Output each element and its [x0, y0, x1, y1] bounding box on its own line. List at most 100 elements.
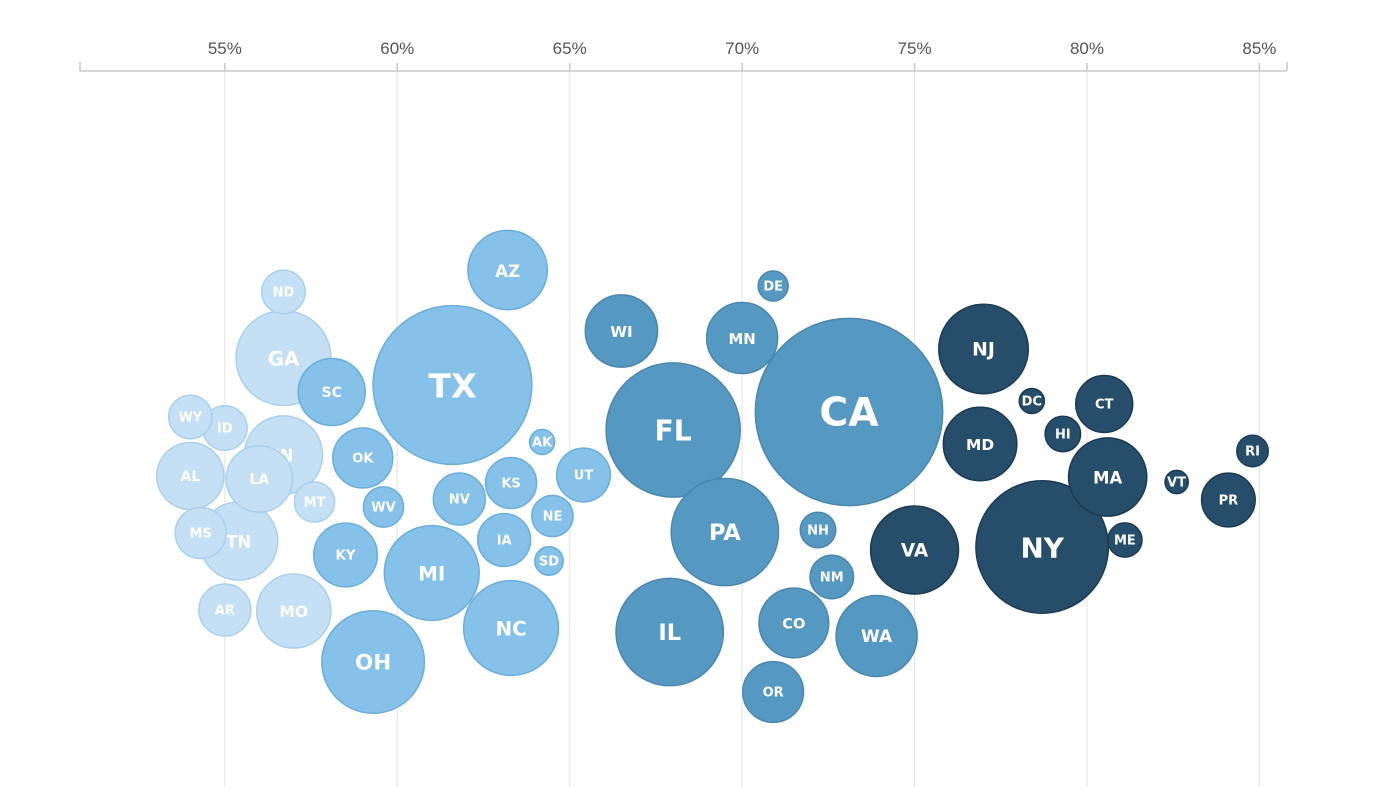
bubble-mn[interactable]: MN	[705, 301, 779, 375]
bubble-ny[interactable]: NY	[975, 480, 1110, 614]
bubble-label-mi: MI	[418, 563, 445, 586]
bubble-ct[interactable]: CT	[1075, 374, 1134, 434]
bubble-label-ca: CA	[819, 391, 879, 436]
bubble-md[interactable]: MD	[942, 406, 1018, 482]
bubble-circle-ak	[528, 428, 556, 456]
bubble-nd[interactable]: ND	[260, 269, 306, 315]
x-tick-label-85: 85%	[1242, 39, 1276, 58]
bubble-label-nj: NJ	[972, 340, 995, 361]
bubble-label-il: IL	[658, 620, 681, 646]
bubble-pr[interactable]: PR	[1200, 472, 1256, 528]
bubble-circle-fl	[605, 362, 741, 498]
bubble-ia[interactable]: IA	[477, 512, 532, 568]
bubble-ms[interactable]: MS	[174, 506, 227, 560]
bubble-circle-la	[225, 445, 294, 513]
bubble-mo[interactable]: MO	[256, 573, 332, 649]
bubble-label-pr: PR	[1219, 494, 1239, 509]
bubble-dc[interactable]: DC	[1018, 387, 1046, 415]
bubble-me[interactable]: ME	[1107, 522, 1143, 558]
bubble-circle-nc	[462, 579, 560, 677]
bubble-wa[interactable]: WA	[835, 594, 918, 678]
bubble-al[interactable]: AL	[156, 441, 225, 511]
bubble-il[interactable]: IL	[615, 577, 725, 687]
bubble-label-az: AZ	[495, 261, 520, 281]
bubble-fl[interactable]: FL	[605, 362, 741, 498]
bubble-ri[interactable]: RI	[1236, 434, 1269, 468]
bubble-label-wy: WY	[178, 411, 202, 426]
bubble-label-ky: KY	[336, 549, 356, 564]
bubble-vt[interactable]: VT	[1164, 469, 1190, 495]
bubble-mi[interactable]: MI	[383, 524, 480, 622]
bubble-circle-vt	[1164, 469, 1190, 495]
bubble-label-ne: NE	[543, 510, 563, 525]
bubble-pa[interactable]: PA	[670, 477, 780, 587]
bubble-ma[interactable]: MA	[1067, 437, 1148, 517]
bubble-wv[interactable]: WV	[362, 486, 405, 528]
bubble-ar[interactable]: AR	[198, 583, 252, 637]
bubble-ca[interactable]: CA	[754, 317, 944, 507]
bubble-circle-mi	[383, 524, 480, 622]
bubble-label-ga: GA	[268, 348, 300, 371]
bubble-nj[interactable]: NJ	[938, 303, 1030, 395]
bubble-ky[interactable]: KY	[312, 522, 379, 588]
bubble-va[interactable]: VA	[869, 505, 960, 595]
bubble-label-ok: OK	[352, 452, 374, 467]
bubble-circle-az	[467, 229, 549, 311]
bubble-label-tx: TX	[428, 367, 476, 406]
x-tick-labels: 55% 60% 65% 70% 75% 80% 85%	[208, 39, 1277, 58]
bubble-circle-pa	[670, 477, 780, 587]
bubble-label-ks: KS	[501, 477, 520, 492]
bubble-tx[interactable]: TX	[372, 304, 533, 466]
bubble-nh[interactable]: NH	[799, 511, 837, 549]
bubble-az[interactable]: AZ	[467, 229, 549, 311]
bubble-ut[interactable]: UT	[555, 447, 612, 503]
bubble-label-ms: MS	[190, 527, 212, 542]
bubble-circle-nv	[432, 472, 487, 526]
bubble-nm[interactable]: NM	[809, 554, 855, 600]
bubble-circle-oh	[321, 609, 426, 715]
x-tick-label-65: 65%	[553, 39, 587, 58]
bubble-label-mt: MT	[304, 496, 326, 511]
bubble-circle-ri	[1236, 434, 1269, 468]
bubble-sc[interactable]: SC	[297, 357, 367, 427]
bubble-circle-wv	[362, 486, 405, 528]
bubble-circle-wy	[167, 394, 213, 440]
bubble-label-mo: MO	[279, 603, 308, 621]
bubble-label-nm: NM	[820, 571, 844, 586]
bubble-label-md: MD	[966, 436, 994, 454]
bubble-label-de: DE	[763, 280, 783, 295]
bubble-label-la: LA	[250, 472, 270, 488]
bubble-la[interactable]: LA	[225, 445, 294, 513]
bubble-label-ma: MA	[1093, 469, 1122, 488]
bubble-circle-wi	[584, 294, 659, 368]
bubble-label-co: CO	[782, 616, 805, 633]
bubble-circle-or	[742, 660, 805, 724]
bubble-circle-nm	[809, 554, 855, 600]
bubble-ok[interactable]: OK	[332, 427, 394, 489]
bubble-de[interactable]: DE	[757, 270, 789, 302]
bubble-wi[interactable]: WI	[584, 294, 659, 368]
bubble-label-nv: NV	[449, 493, 470, 508]
bubble-or[interactable]: OR	[742, 660, 805, 724]
bubble-circle-de	[757, 270, 789, 302]
bubble-ak[interactable]: AK	[528, 428, 556, 456]
bubble-nc[interactable]: NC	[462, 579, 560, 677]
bubble-ne[interactable]: NE	[531, 494, 574, 538]
bubble-mt[interactable]: MT	[293, 481, 336, 523]
bubble-ks[interactable]: KS	[484, 456, 538, 510]
bubble-circle-wa	[835, 594, 918, 678]
bubble-label-wv: WV	[371, 501, 395, 516]
bubble-circle-ia	[477, 512, 532, 568]
bubble-sd[interactable]: SD	[534, 546, 564, 576]
bubble-circle-dc	[1018, 387, 1046, 415]
bubble-label-mn: MN	[728, 330, 755, 348]
bubble-oh[interactable]: OH	[321, 609, 426, 715]
bubble-nv[interactable]: NV	[432, 472, 487, 526]
bubble-hi[interactable]: HI	[1044, 415, 1082, 453]
bubble-wy[interactable]: WY	[167, 394, 213, 440]
bubble-label-ut: UT	[574, 469, 594, 484]
bubble-co[interactable]: CO	[758, 587, 830, 659]
bubble-circle-nd	[260, 269, 306, 315]
bubble-circle-ks	[484, 456, 538, 510]
